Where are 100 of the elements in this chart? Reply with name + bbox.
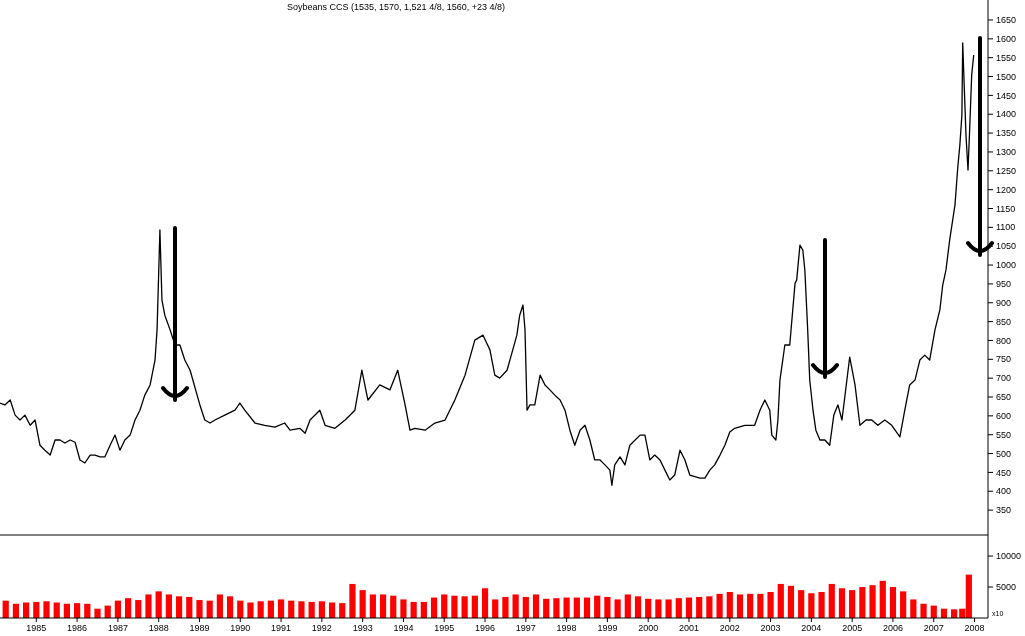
x-tick-label: 1989	[189, 623, 210, 633]
bar	[298, 601, 305, 618]
bar	[186, 596, 193, 618]
y-tick-label: 600	[996, 411, 1012, 422]
bar	[869, 585, 876, 618]
bar	[390, 595, 397, 618]
x-tick-label: 1996	[475, 623, 496, 633]
y-tick-label: 5000	[996, 582, 1017, 593]
bar	[889, 587, 897, 618]
x-tick-label: 1991	[271, 623, 292, 633]
y-tick-label: 1000	[996, 260, 1017, 271]
bar	[675, 598, 682, 618]
bar	[124, 598, 132, 618]
y-tick-label: 450	[996, 467, 1012, 478]
bar	[573, 597, 580, 618]
bar	[849, 590, 856, 618]
bar	[879, 580, 886, 618]
y-tick-label: 1200	[996, 184, 1017, 195]
x-tick-label: 1994	[393, 623, 414, 633]
y-tick-label: 900	[996, 297, 1012, 308]
x-tick-label: 1988	[148, 623, 169, 633]
bar	[410, 601, 417, 618]
bar	[808, 593, 815, 618]
bar	[369, 594, 376, 618]
bar	[696, 596, 703, 618]
bar	[910, 599, 917, 618]
bar	[900, 591, 907, 618]
x-tick-label: 2002	[719, 623, 740, 633]
x-tick-label: 2008	[964, 623, 985, 633]
bar	[481, 588, 489, 618]
bar	[512, 594, 519, 618]
bar	[594, 595, 601, 618]
x-tick-label: 1997	[515, 623, 536, 633]
x-tick-label: 2005	[842, 623, 863, 633]
y-tick-label: 1250	[996, 165, 1017, 176]
x-tick-label: 1987	[107, 623, 128, 633]
chart-title: Soybeans CCS (1535, 1570, 1,521 4/8, 1560, +23 4/8)	[287, 2, 505, 12]
bar	[420, 601, 427, 618]
bar	[604, 596, 611, 618]
bar	[318, 601, 325, 618]
bar	[175, 596, 183, 618]
y-tick-label: 1450	[996, 90, 1017, 101]
bar	[655, 599, 662, 618]
x-tick-label: 1999	[597, 623, 618, 633]
bar	[543, 598, 550, 618]
x-tick-label: 2000	[638, 623, 659, 633]
bar	[665, 599, 672, 618]
x-tick-label: 1998	[556, 623, 577, 633]
bar	[583, 597, 591, 618]
bar	[226, 596, 234, 618]
bar	[247, 602, 254, 618]
bar	[502, 596, 509, 618]
y-tick-label: 10000	[996, 551, 1022, 562]
bar	[43, 601, 50, 618]
x-tick-label: 2001	[678, 623, 699, 633]
bar	[645, 598, 652, 618]
bar	[277, 599, 285, 618]
bar	[400, 599, 407, 618]
y-tick-label: 1400	[996, 109, 1017, 120]
y-tick-label: 350	[996, 505, 1012, 516]
x-tick-label: 2004	[801, 623, 822, 633]
x-tick-label: 2007	[923, 623, 944, 633]
bar	[339, 603, 346, 618]
bar	[716, 593, 723, 618]
y-tick-label: 1050	[996, 241, 1017, 252]
bar	[614, 599, 621, 618]
bar	[777, 583, 784, 618]
y-tick-label: 1600	[996, 33, 1017, 44]
y-tick-label: 750	[996, 354, 1012, 365]
bar	[359, 590, 366, 618]
bar	[165, 594, 172, 618]
bar	[451, 595, 458, 618]
y-tick-label: 1150	[996, 203, 1016, 214]
bar	[461, 596, 468, 618]
bar	[155, 591, 162, 618]
bar	[492, 599, 499, 618]
bar	[196, 600, 203, 618]
y-tick-label: 950	[996, 279, 1012, 290]
bar	[798, 590, 805, 618]
x-tick-label: 1986	[67, 623, 88, 633]
bar	[787, 585, 795, 618]
bar	[441, 594, 448, 618]
bar	[33, 601, 40, 618]
bar	[522, 596, 529, 618]
y-tick-label: 550	[996, 429, 1012, 440]
bar	[145, 594, 152, 618]
bar	[430, 597, 438, 618]
bar	[624, 594, 631, 618]
bar	[757, 593, 764, 618]
y-tick-label: 400	[996, 486, 1012, 497]
x-tick-label: 2006	[882, 623, 903, 633]
bar	[818, 591, 825, 618]
bar	[94, 608, 101, 618]
bar	[563, 597, 570, 618]
bar	[471, 595, 478, 618]
y-tick-label: 1650	[996, 15, 1017, 26]
y-tick-label: 850	[996, 316, 1012, 327]
bar	[838, 588, 846, 618]
x-tick-label: 1990	[230, 623, 251, 633]
bar	[726, 591, 733, 618]
